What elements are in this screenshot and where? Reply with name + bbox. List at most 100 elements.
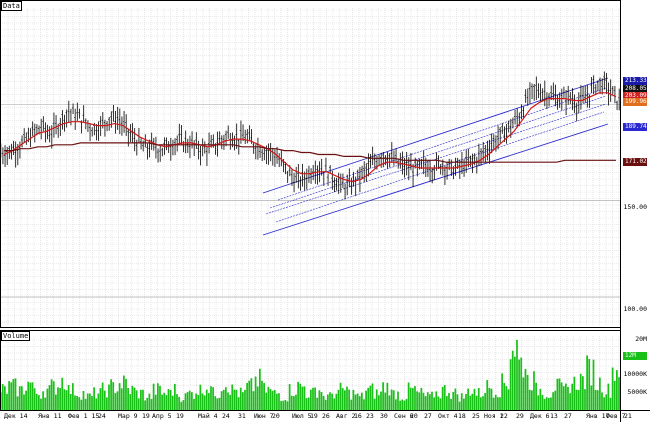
x-tick-label: 24 [98,412,106,420]
volume-bar [501,373,503,410]
volume-bar [482,396,484,410]
volume-bar [579,373,582,410]
volume-bar [144,400,146,410]
volume-bar [293,396,295,410]
volume-bar [471,393,474,410]
volume-bar [435,391,438,410]
volume-bar [133,387,136,410]
volume-bar [284,399,287,410]
volume-bar [63,389,66,410]
volume-bar [80,399,83,410]
volume-bar [618,377,620,410]
x-tick-label: 19 [142,412,150,420]
volume-bar [567,386,569,410]
volume-bar [193,398,195,410]
volume-bar [473,388,476,410]
volume-bar [118,383,121,410]
x-tick-label: Сен 6 [394,412,414,420]
volume-bar [307,397,310,410]
price-tag: 189.74 [623,123,647,131]
volume-bar [12,379,15,410]
volume-bar [261,380,263,410]
volume-bar [135,390,138,410]
volume-bar [490,388,493,410]
volume-bar [303,386,306,410]
volume-bar [611,367,614,410]
volume-bar [305,398,308,410]
volume-bar [558,378,561,410]
volume-bar [161,394,163,410]
volume-bar [214,396,217,410]
volume-bar [110,379,112,410]
volume-bar [222,389,225,410]
channel-upper-line [262,77,609,194]
x-tick-label: 25 [472,412,480,420]
volume-bar [548,397,550,410]
volume-bar [114,393,117,410]
volume-bar [1,384,4,410]
volume-bar [560,382,563,410]
volume-bar [48,385,51,410]
volume-bar [526,375,529,410]
volume-bar [403,400,406,410]
channel-lower-line [262,123,609,236]
volume-bar [199,384,202,410]
volume-bar [582,376,584,410]
volume-bar [318,390,321,410]
price-tag: 203.09 [623,92,647,100]
x-tick-label: Июл 5 [292,412,312,420]
volume-bar [552,392,554,410]
volume-bar [463,398,465,410]
volume-bar [480,397,482,410]
volume-bar [220,391,223,410]
volume-bar [157,383,159,410]
volume-bar [106,397,108,410]
x-tick-label: Апр 5 [152,412,172,420]
volume-bar [367,387,370,410]
volume-bar [227,392,229,410]
volume-bar [416,391,418,410]
volume-bar [509,359,512,410]
volume-bar [278,393,280,410]
volume-bar [361,392,363,410]
volume-bar [140,389,142,410]
volume-bar [103,390,106,410]
volume-bar [448,393,450,410]
volume-bar [72,383,74,410]
x-tick-label: 30 [380,412,388,420]
volume-bar [616,370,618,410]
volume-bar [522,377,525,410]
volume-bar [10,382,13,410]
volume-bar [605,394,608,410]
volume-bar [613,380,616,410]
volume-tag: 12M [623,352,647,360]
volume-bar [456,394,459,410]
volume-bar [405,399,408,410]
volume-bar [176,394,178,410]
price-tag: 208.05 [623,85,647,93]
volume-bar [378,395,380,410]
volume-bar [584,389,586,410]
price-pane-border [0,0,621,328]
price-tag: 199.96 [623,98,647,106]
volume-bar [539,388,542,410]
volume-bar [4,386,6,410]
volume-bar [422,392,425,410]
x-tick-label: Авг 2 [336,412,356,420]
volume-bar [99,388,102,410]
volume-bar [25,390,27,410]
volume-bar [86,393,89,410]
volume-bar [108,384,110,410]
volume-bar [195,393,197,410]
volume-bar [112,382,115,410]
volume-bar [577,389,580,410]
volume-bar [431,391,433,410]
volume-bar [477,387,480,410]
volume-bar [494,394,497,410]
volume-bar [290,395,293,410]
volume-bar [475,395,478,410]
volume-bar [382,382,384,410]
volume-bar [38,395,40,410]
volume-bar [399,400,401,410]
